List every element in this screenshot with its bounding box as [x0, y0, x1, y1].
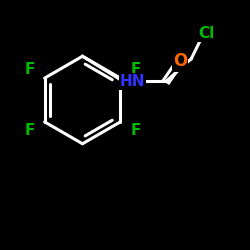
Text: Cl: Cl — [198, 26, 214, 41]
Text: F: F — [130, 62, 141, 77]
Text: O: O — [173, 52, 187, 70]
Text: HN: HN — [120, 74, 145, 89]
Text: F: F — [24, 62, 35, 77]
Text: F: F — [130, 123, 141, 138]
Text: F: F — [24, 123, 35, 138]
